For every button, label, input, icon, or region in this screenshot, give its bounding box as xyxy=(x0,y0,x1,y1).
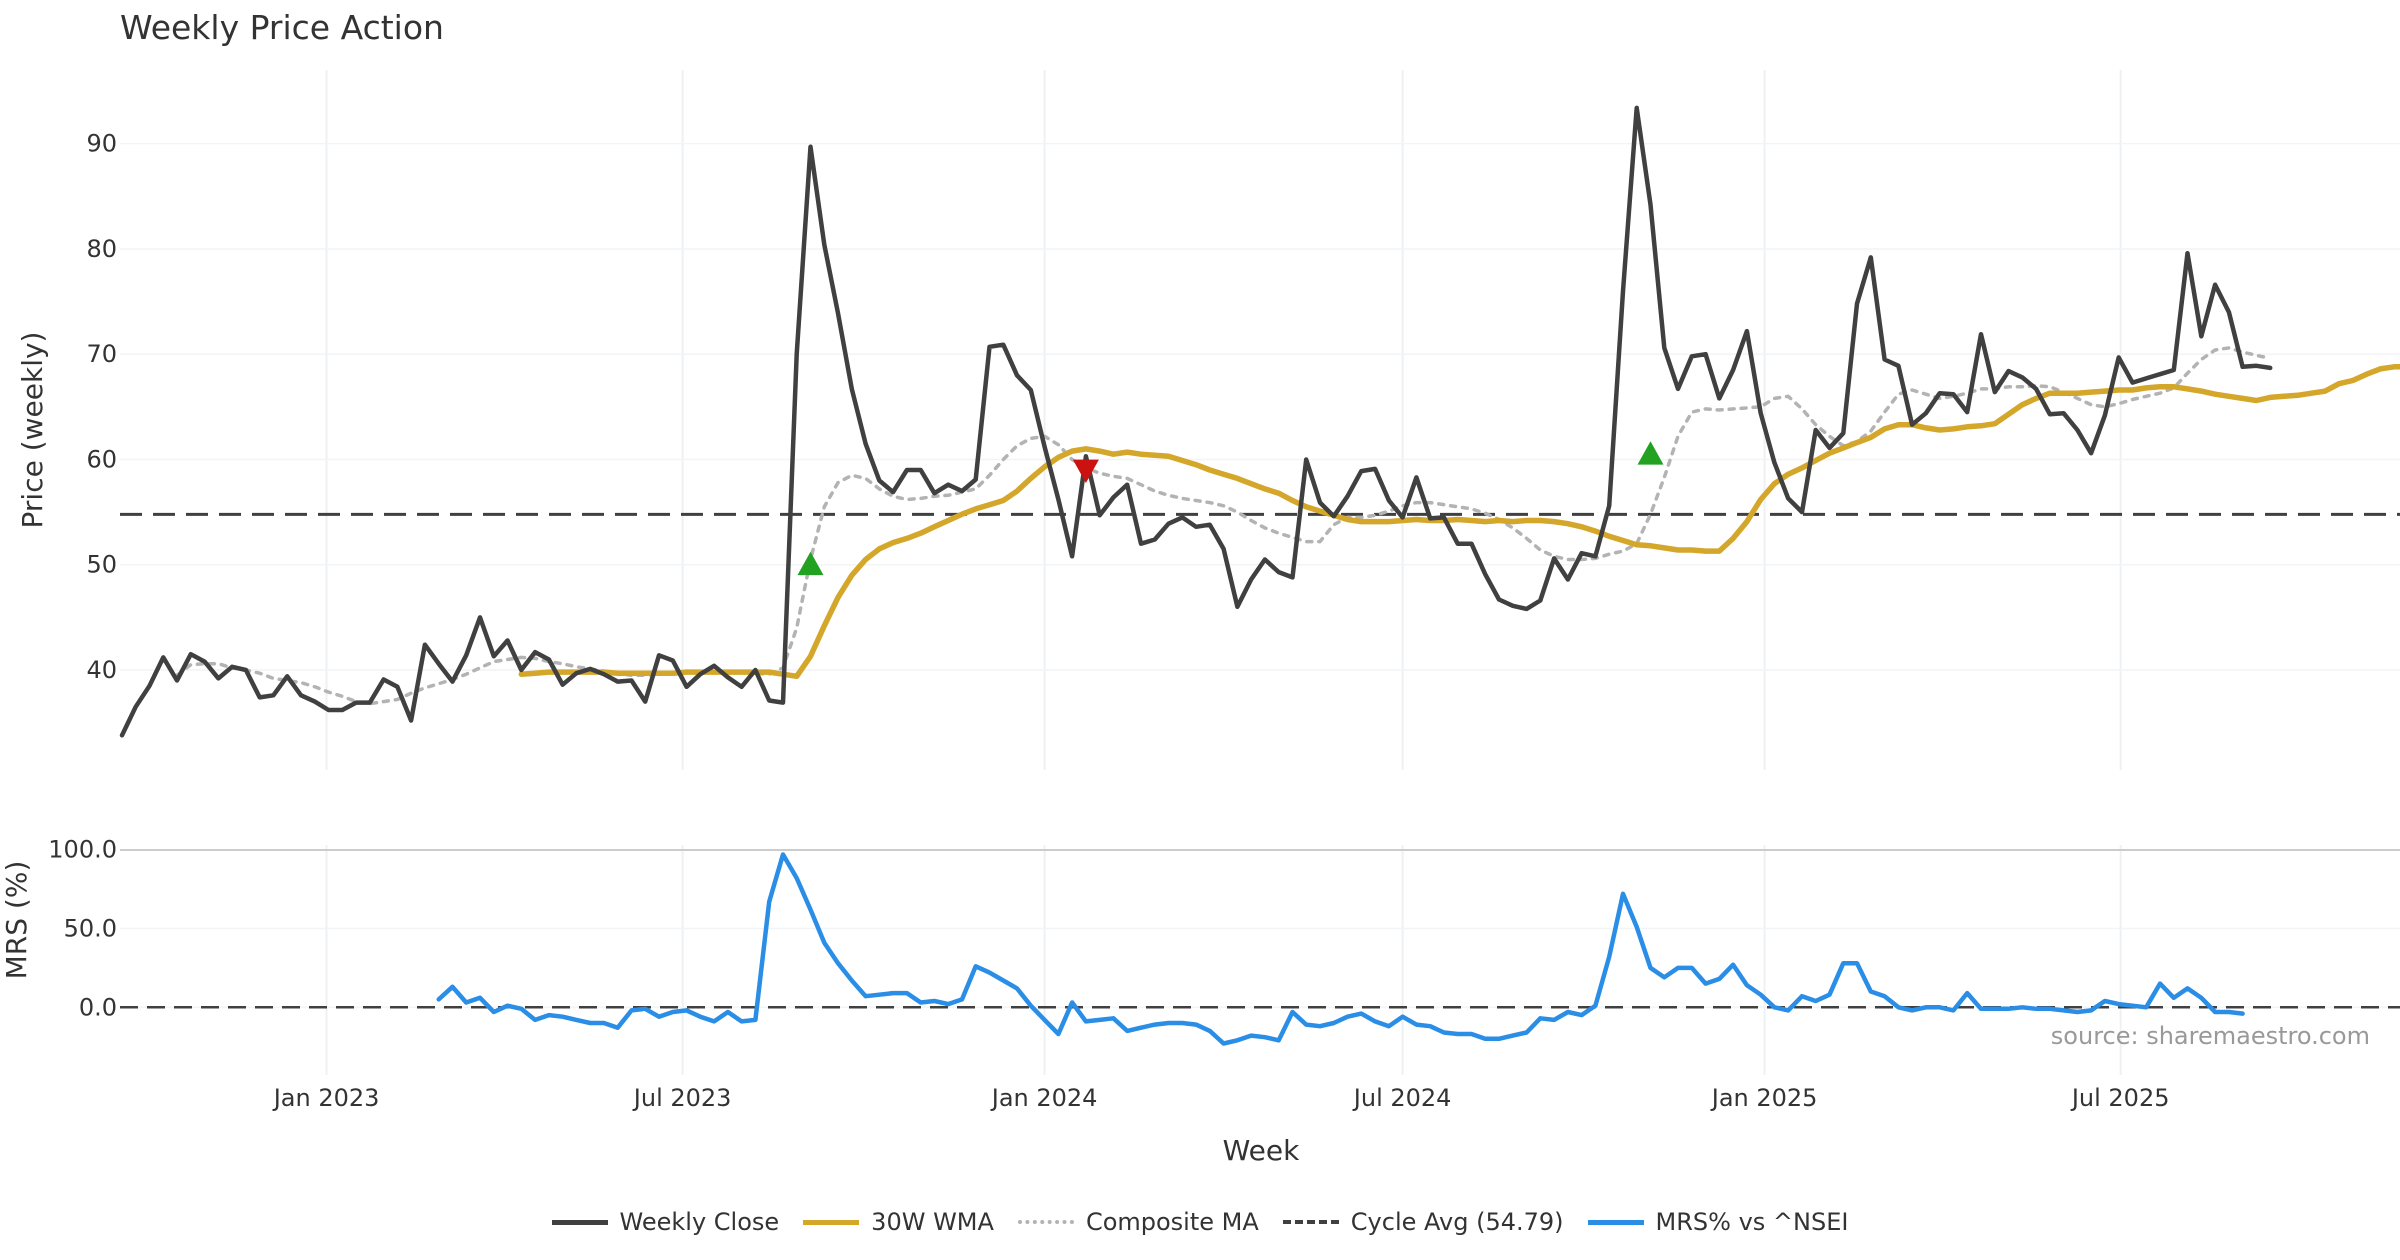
composite-ma-line xyxy=(175,346,2272,706)
price-axis-label: Price (weekly) xyxy=(16,332,49,529)
legend-label: Weekly Close xyxy=(619,1208,780,1236)
mrs-y-axis: 100.0 50.0 0.0 xyxy=(48,836,117,1022)
buy-signal-marker xyxy=(1637,441,1664,465)
price-tick-label: 80 xyxy=(86,235,117,263)
legend-swatch xyxy=(1017,1220,1074,1224)
reference-lines xyxy=(120,512,2400,1009)
chart-legend: Weekly Close 30W WMA Composite MA Cycle Avg… xyxy=(0,1208,2400,1236)
source-watermark: source: sharemaestro.com xyxy=(2051,1022,2370,1050)
mrs-axis-label: MRS (%) xyxy=(0,861,33,980)
price-tick-label: 60 xyxy=(86,445,117,473)
x-tick-label: Jul 2025 xyxy=(2070,1084,2170,1112)
price-tick-label: 90 xyxy=(86,130,117,158)
x-tick-label: Jan 2023 xyxy=(272,1084,380,1112)
mrs-tick-label: 50.0 xyxy=(64,914,117,942)
price-gridlines xyxy=(120,70,2400,770)
x-axis-label: Week xyxy=(1223,1134,1300,1167)
sell-signal-marker xyxy=(1072,459,1099,483)
legend-item: 30W WMA xyxy=(803,1208,994,1236)
x-tick-label: Jan 2024 xyxy=(990,1084,1098,1112)
price-tick-label: 40 xyxy=(86,656,117,684)
legend-label: Composite MA xyxy=(1085,1208,1259,1236)
signal-markers xyxy=(797,441,1664,576)
wma-30w-line xyxy=(518,364,2400,680)
legend-swatch xyxy=(1587,1219,1644,1225)
mrs-line xyxy=(436,852,2245,1046)
x-tick-label: Jan 2025 xyxy=(1710,1084,1818,1112)
legend-item: Cycle Avg (54.79) xyxy=(1282,1208,1564,1236)
legend-label: Cycle Avg (54.79) xyxy=(1350,1208,1564,1236)
legend-swatch xyxy=(803,1219,860,1225)
legend-label: MRS% vs ^NSEI xyxy=(1655,1208,1849,1236)
buy-signal-marker xyxy=(797,551,824,576)
legend-item: Weekly Close xyxy=(551,1208,780,1236)
price-tick-label: 50 xyxy=(86,551,117,579)
legend-item: MRS% vs ^NSEI xyxy=(1587,1208,1849,1236)
chart-title: Weekly Price Action xyxy=(120,8,444,47)
x-axis: Jan 2023 Jul 2023 Jan 2024 Jul 2024 Jan 2025… xyxy=(272,1084,2170,1112)
legend-swatch xyxy=(551,1219,608,1225)
price-tick-label: 70 xyxy=(86,340,117,368)
mrs-tick-label: 0.0 xyxy=(79,993,117,1021)
weekly-close-line xyxy=(119,105,2273,738)
series-lines xyxy=(119,105,2400,1046)
x-tick-label: Jul 2023 xyxy=(632,1084,732,1112)
legend-label: 30W WMA xyxy=(871,1208,994,1236)
mrs-tick-label: 100.0 xyxy=(48,836,117,864)
legend-item: Composite MA xyxy=(1017,1208,1259,1236)
price-y-axis: 40 50 60 70 80 90 xyxy=(86,130,117,684)
x-tick-label: Jul 2024 xyxy=(1352,1084,1452,1112)
legend-swatch xyxy=(1282,1220,1339,1224)
